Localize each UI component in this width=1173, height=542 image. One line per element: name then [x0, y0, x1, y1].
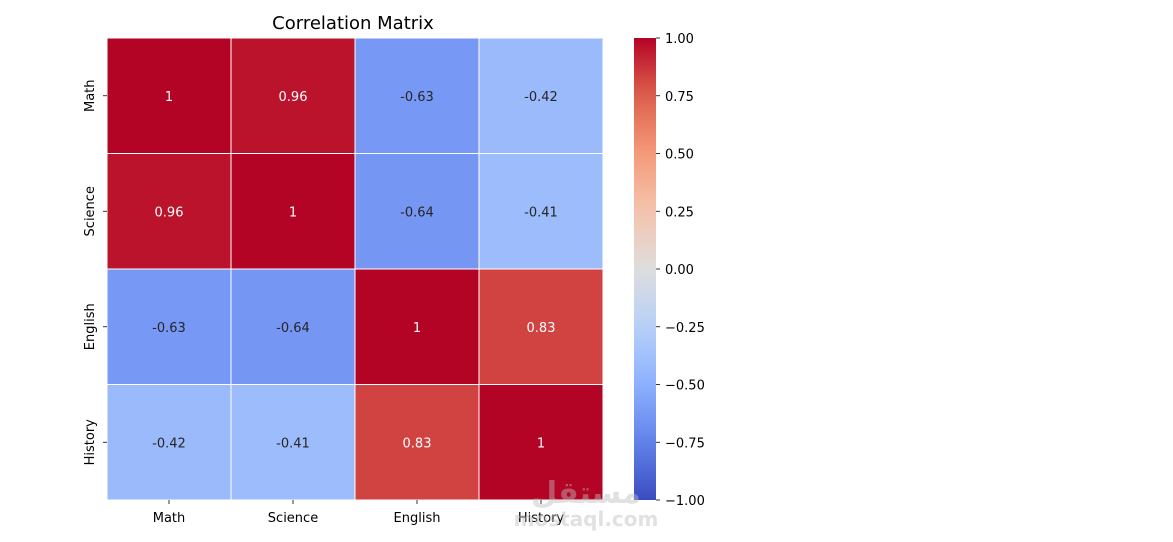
colorbar-tick-label: −0.50: [665, 379, 705, 394]
cell-value-label: -0.42: [152, 436, 186, 451]
colorbar-tick-label: 0.75: [665, 90, 694, 105]
y-tick-label-math: Math: [83, 79, 98, 112]
cell-value-label: 0.83: [527, 321, 556, 336]
watermark-logo: مستقل mostaql.com: [514, 476, 659, 531]
x-tick-label-science: Science: [268, 511, 318, 526]
colorbar-tick-label: 0.25: [665, 205, 694, 220]
cell-value-label: 1: [537, 436, 545, 451]
watermark-text: مستقل: [531, 476, 641, 511]
cell-value-label: 0.83: [403, 436, 432, 451]
chart-title: Correlation Matrix: [272, 13, 434, 34]
y-tick-label-history: History: [83, 419, 98, 466]
colorbar-tick-label: 1.00: [665, 32, 694, 47]
cell-value-label: -0.64: [276, 321, 310, 336]
cell-value-label: 0.96: [279, 90, 308, 105]
cell-value-label: -0.41: [276, 436, 310, 451]
colorbar-tick-label: −0.25: [665, 321, 705, 336]
watermark-subtext: mostaql.com: [514, 507, 659, 531]
x-tick-label-english: English: [394, 511, 441, 526]
cell-value-label: -0.42: [524, 90, 558, 105]
colorbar-gradient: [634, 38, 656, 500]
colorbar-tick-label: 0.00: [665, 263, 694, 278]
cell-value-label: 0.96: [155, 205, 184, 220]
colorbar-tick-label: 0.50: [665, 148, 694, 163]
heatmap-cells: 1 0.96 -0.63 -0.42 0.96 1 -0.64 -0.41 -0.63 -0.64…: [107, 38, 603, 500]
cell-value-label: -0.41: [524, 205, 558, 220]
colorbar-tick-label: −0.75: [665, 436, 705, 451]
cell-value-label: 1: [413, 321, 421, 336]
x-tick-label-math: Math: [153, 511, 186, 526]
y-tick-label-english: English: [83, 303, 98, 350]
colorbar: 1.00 0.75 0.50 0.25 0.00 −0.25 −0.50 −0.75 −1.00: [634, 32, 705, 509]
colorbar-tick-label: −1.00: [665, 494, 705, 509]
cell-value-label: -0.64: [400, 205, 434, 220]
cell-value-label: -0.63: [152, 321, 186, 336]
cell-value-label: 1: [165, 90, 173, 105]
y-axis: Math Science English History: [83, 79, 107, 465]
y-tick-label-science: Science: [83, 186, 98, 236]
cell-value-label: -0.63: [400, 90, 434, 105]
cell-value-label: 1: [289, 205, 297, 220]
x-axis: Math Science English History: [153, 500, 565, 526]
